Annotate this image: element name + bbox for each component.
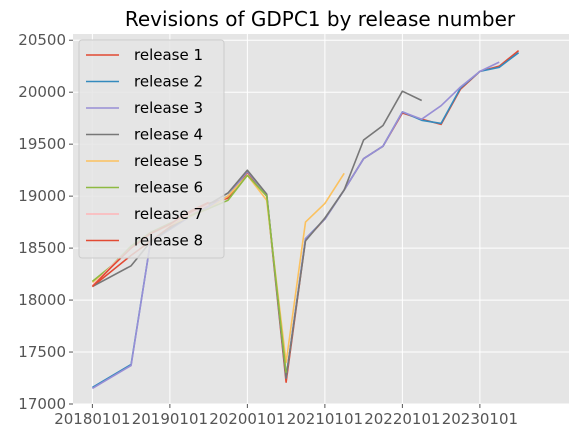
chart-title: Revisions of GDPC1 by release number xyxy=(125,7,516,31)
y-tick-label: 17500 xyxy=(18,343,66,361)
y-tick-label: 19000 xyxy=(18,187,66,205)
x-tick-label: 20210101 xyxy=(287,410,363,428)
x-tick-label: 20220101 xyxy=(364,410,440,428)
y-tick-label: 17000 xyxy=(18,395,66,413)
legend-label: release 4 xyxy=(134,126,203,144)
legend-label: release 3 xyxy=(134,99,203,117)
x-axis: 20180101 20190101 20200101 20210101 20220101… xyxy=(54,404,518,428)
legend-label: release 8 xyxy=(134,232,203,250)
y-axis: 17000 17500 18000 18500 19000 19500 20000 20500 xyxy=(18,31,73,413)
x-tick-label: 20190101 xyxy=(132,410,208,428)
x-tick-label: 20180101 xyxy=(54,410,130,428)
legend-label: release 5 xyxy=(134,152,203,170)
legend-label: release 1 xyxy=(134,46,203,64)
grid xyxy=(73,34,569,405)
legend-box xyxy=(78,39,225,259)
legend-label: release 6 xyxy=(134,179,203,197)
y-tick-label: 19500 xyxy=(18,135,66,153)
x-tick-label: 20200101 xyxy=(209,410,285,428)
y-tick-label: 20500 xyxy=(18,31,66,49)
legend-label: release 7 xyxy=(134,205,203,223)
legend-label: release 2 xyxy=(134,73,203,91)
y-tick-label: 18500 xyxy=(18,239,66,257)
legend: release 1 release 2 release 3 release 4 rele… xyxy=(78,39,225,259)
y-tick-label: 20000 xyxy=(18,83,66,101)
y-tick-label: 18000 xyxy=(18,291,66,309)
x-tick-label: 20230101 xyxy=(442,410,518,428)
